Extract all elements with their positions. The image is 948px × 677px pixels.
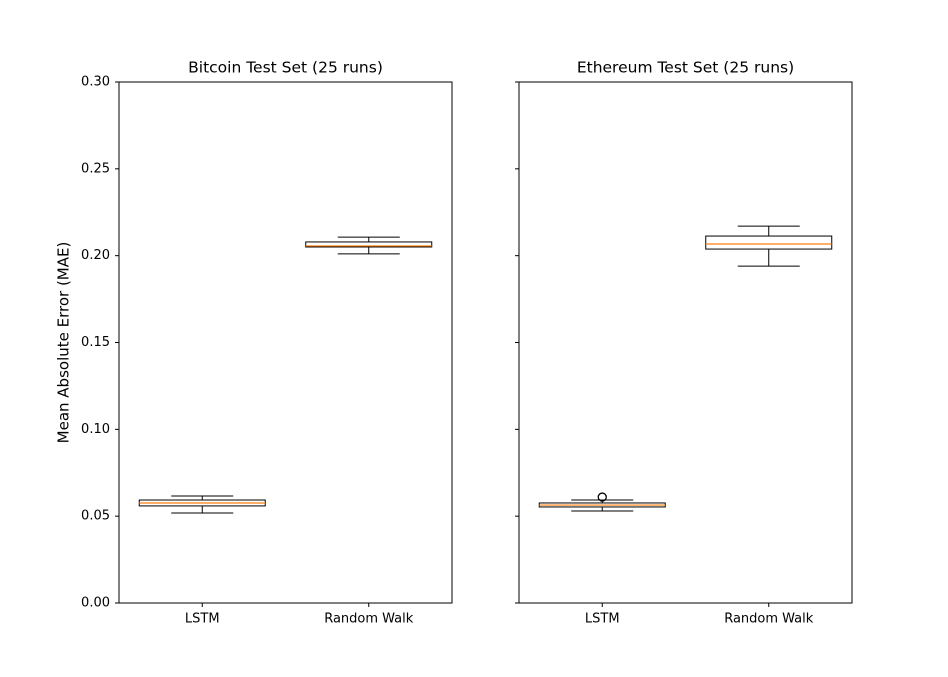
y-tick-label: 0.10 [81,422,110,437]
y-tick-label: 0.05 [81,509,110,524]
chart-title: Bitcoin Test Set (25 runs) [188,59,383,77]
x-tick-label: Random Walk [724,612,814,627]
flier [597,492,607,502]
axes-frame [518,81,853,604]
axes-frame [118,81,453,604]
y-tick-label: 0.30 [81,75,110,90]
x-tick-label: LSTM [185,612,220,627]
box [305,241,433,248]
chart-title: Ethereum Test Set (25 runs) [577,59,794,77]
x-tick-label: LSTM [585,612,620,627]
y-axis-label: Mean Absolute Error (MAE) [55,242,73,444]
y-tick-label: 0.15 [81,335,110,350]
y-tick-label: 0.00 [81,596,110,611]
box [705,235,833,250]
y-tick-label: 0.25 [81,161,110,176]
y-tick-label: 0.20 [81,248,110,263]
x-tick-label: Random Walk [324,612,414,627]
